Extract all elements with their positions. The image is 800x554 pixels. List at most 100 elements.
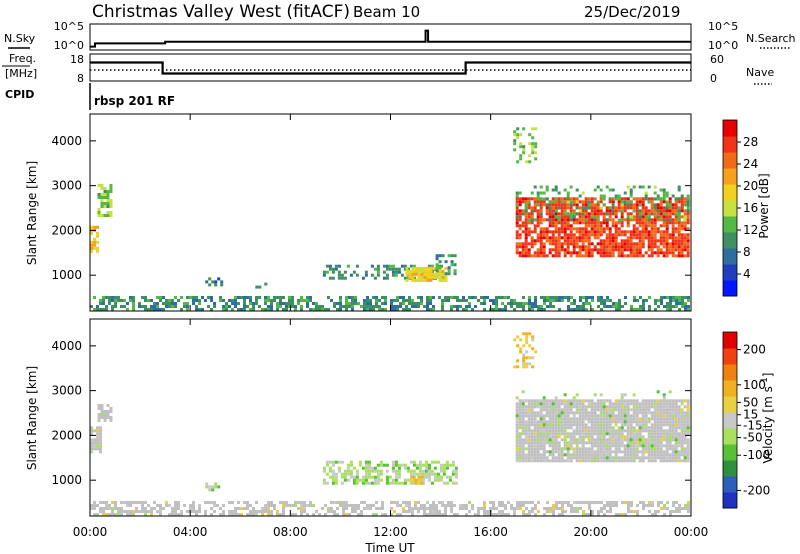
heat-cell [180, 296, 183, 299]
heat-cell [513, 308, 516, 311]
heat-cell [510, 504, 513, 507]
heat-cell [575, 456, 579, 460]
heat-cell [533, 399, 537, 403]
heat-cell [524, 438, 528, 442]
heat-cell [551, 417, 555, 421]
heat-cell [369, 507, 372, 510]
heat-cell [647, 212, 651, 216]
heat-cell [444, 507, 447, 510]
heat-cell [153, 302, 156, 305]
heat-cell [527, 453, 531, 457]
heat-cell [557, 432, 561, 436]
heat-cell [665, 209, 669, 213]
heat-cell [683, 441, 687, 445]
heat-cell [527, 200, 531, 204]
frequency-series-line [90, 61, 691, 75]
heat-cell [525, 160, 529, 164]
heat-cell [638, 432, 642, 436]
heat-cell [515, 230, 519, 234]
heat-cell [644, 230, 648, 234]
heat-cell [572, 423, 576, 427]
heat-cell [630, 305, 633, 308]
x-tick-label: 00:00 [674, 525, 709, 539]
heat-cell [653, 438, 657, 442]
heat-cell [534, 513, 537, 516]
heat-cell [99, 450, 102, 454]
heat-cell [566, 405, 570, 409]
heat-cell [533, 450, 537, 454]
heat-cell [337, 273, 341, 277]
heat-cell [537, 305, 540, 308]
heat-cell [545, 188, 549, 192]
heat-cell [578, 417, 582, 421]
heat-cell [521, 209, 525, 213]
heat-cell [445, 463, 449, 467]
heat-cell [518, 197, 522, 201]
heat-cell [540, 308, 543, 311]
heat-cell [608, 402, 612, 406]
heat-cell [409, 460, 413, 464]
heat-cell [605, 408, 609, 412]
heat-cell [608, 450, 612, 454]
heat-cell [593, 417, 597, 421]
heat-cell [566, 218, 570, 222]
heat-cell [373, 267, 377, 271]
heat-cell [522, 332, 526, 336]
heat-cell [551, 435, 555, 439]
heat-cell [348, 513, 351, 516]
heat-cell [349, 273, 353, 277]
heat-cell [376, 472, 380, 476]
heat-cell [524, 218, 528, 222]
heat-cell [633, 299, 636, 302]
heat-cell [420, 481, 424, 485]
heat-cell [656, 426, 660, 430]
heat-cell [391, 270, 395, 274]
heat-cell [638, 459, 642, 463]
heat-cell [539, 408, 543, 412]
heat-cell [426, 272, 430, 276]
heat-cell [318, 513, 321, 516]
heat-cell [632, 245, 636, 249]
heat-cell [641, 209, 645, 213]
heat-cell [671, 206, 675, 210]
heat-cell [623, 206, 627, 210]
heat-cell [641, 414, 645, 418]
heat-cell [521, 251, 525, 255]
heat-cell [665, 254, 669, 258]
heat-cell [426, 507, 429, 510]
heat-cell [282, 302, 285, 305]
heat-cell [108, 507, 111, 510]
heat-cell [518, 236, 522, 240]
heat-cell [417, 507, 420, 510]
heat-cell [641, 453, 645, 457]
heat-cell [602, 194, 606, 198]
heat-cell [680, 429, 684, 433]
heat-cell [515, 414, 519, 418]
heat-cell [551, 209, 555, 213]
heat-cell [100, 205, 104, 208]
heat-cell [528, 302, 531, 305]
heat-cell [533, 453, 537, 457]
heat-cell [99, 501, 102, 504]
heat-cell [471, 507, 474, 510]
heat-cell [258, 296, 261, 299]
heat-cell [572, 405, 576, 409]
heat-cell [593, 203, 597, 207]
heat-cell [527, 414, 531, 418]
heat-cell [671, 459, 675, 463]
heat-cell [108, 504, 111, 507]
heat-cell [638, 417, 642, 421]
heat-cell [596, 230, 600, 234]
heat-cell [584, 426, 588, 430]
heat-cell [180, 308, 183, 311]
heat-cell [572, 242, 576, 246]
heat-cell [605, 441, 609, 445]
heat-cell [420, 266, 424, 270]
heat-cell [593, 459, 597, 463]
heat-cell [687, 501, 690, 504]
heat-cell [635, 245, 639, 249]
heat-cell [542, 236, 546, 240]
heat-cell [680, 423, 684, 427]
heat-cell [533, 435, 537, 439]
heat-cell [573, 308, 576, 311]
